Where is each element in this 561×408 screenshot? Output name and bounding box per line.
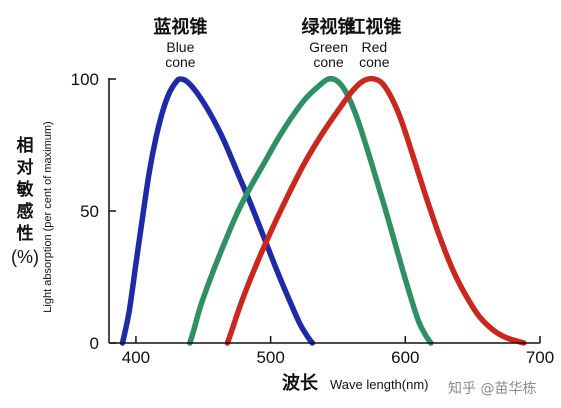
x-tick-label: 400 [122, 348, 150, 367]
series-line-2 [224, 75, 527, 346]
y-tick-label: 100 [71, 70, 99, 89]
series-label-cn: 绿视锥 [302, 16, 356, 38]
x-axis-title-cn: 波长 [282, 372, 319, 394]
series-label-en: Red [361, 39, 387, 55]
y-axis-title-en: Light absorption (per cent of maximum) [42, 121, 54, 312]
tick-layer: 400 500 600 700 0 50 100 [71, 70, 555, 367]
x-tick-label: 500 [256, 348, 284, 367]
y-tick-label: 0 [90, 334, 99, 353]
x-tick-label: 700 [526, 348, 554, 367]
series-line-1 [187, 75, 434, 346]
y-label-char: 对 [17, 157, 34, 178]
series-label-en: cone [313, 54, 344, 70]
series-label-en: cone [165, 54, 196, 70]
x-axis-title-en: Wave length(nm) [330, 377, 429, 392]
curve-layer [119, 75, 527, 346]
axes [108, 78, 540, 344]
series-label-en: Blue [166, 39, 194, 55]
y-axis-title-cn: 相 对 敏 感 性 (%) [11, 135, 39, 267]
series-label-cn: 红视锥 [347, 16, 401, 38]
series-label-cn: 蓝视锥 [153, 16, 207, 38]
watermark: 知乎 @苗华栋 [448, 380, 536, 397]
series-label-en: Green [309, 39, 348, 55]
y-label-char: 相 [17, 135, 34, 156]
y-label-char: 性 [17, 223, 34, 244]
y-tick-label: 50 [80, 202, 99, 221]
y-label-char: 敏 [16, 179, 34, 200]
y-label-char: 感 [17, 201, 34, 222]
series-label-en: cone [359, 54, 390, 70]
series-line-0 [119, 76, 316, 346]
x-tick-label: 600 [391, 348, 419, 367]
y-axis-unit: (%) [11, 247, 39, 267]
